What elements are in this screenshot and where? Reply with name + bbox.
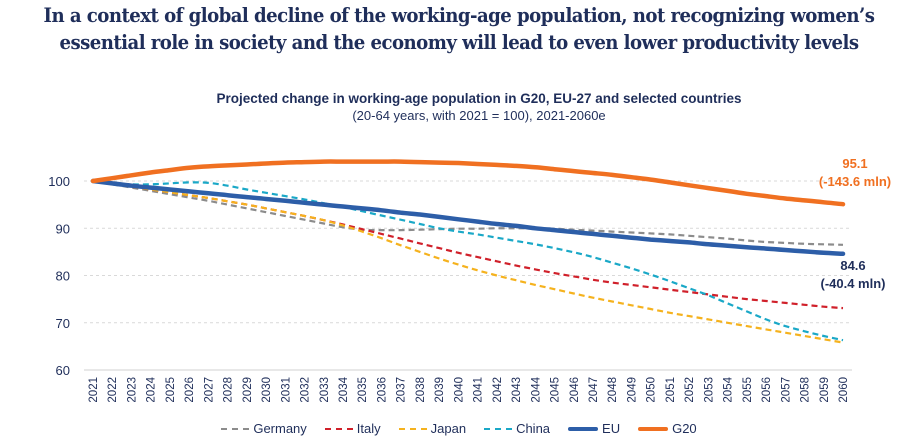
series-line-china bbox=[92, 179, 844, 342]
legend-swatch bbox=[324, 427, 353, 430]
x-tick-label: 2056 bbox=[761, 377, 773, 403]
headline-line-1: In a context of global decline of the wo… bbox=[43, 4, 875, 27]
y-axis-ticks: 60 70 80 90 100 bbox=[48, 174, 70, 378]
x-tick-label: 2037 bbox=[396, 377, 408, 403]
x-tick-label: 2045 bbox=[550, 377, 562, 403]
x-tick-label: 2030 bbox=[261, 377, 273, 403]
x-tick-label: 2058 bbox=[800, 377, 812, 403]
legend-item-germany: Germany bbox=[221, 421, 307, 436]
x-tick-label: 2038 bbox=[415, 377, 427, 403]
x-tick-label: 2034 bbox=[338, 376, 350, 402]
x-tick-label: 2028 bbox=[223, 377, 235, 403]
legend-item-china: China bbox=[484, 421, 550, 436]
x-tick-label: 2039 bbox=[434, 377, 446, 403]
x-tick-label: 2040 bbox=[453, 377, 465, 403]
x-tick-label: 2023 bbox=[126, 377, 138, 403]
legend-swatch bbox=[484, 427, 513, 430]
legend-label: G20 bbox=[672, 421, 697, 436]
series-lines bbox=[90, 159, 846, 344]
legend-item-g20: G20 bbox=[638, 421, 697, 436]
annotation-change-g20: (-143.6 mln) bbox=[819, 174, 891, 189]
annotation-value-eu: 84.6 bbox=[840, 258, 865, 273]
x-tick-label: 2032 bbox=[300, 377, 312, 403]
end-annotations: 95.1 (-143.6 mln) 84.6 (-40.4 mln) bbox=[819, 156, 891, 291]
legend-item-italy: Italy bbox=[324, 421, 381, 436]
chart-title: Projected change in working-age populati… bbox=[216, 91, 742, 106]
x-tick-label: 2049 bbox=[626, 377, 638, 403]
y-tick-label: 60 bbox=[56, 363, 70, 378]
x-tick-label: 2059 bbox=[819, 377, 831, 403]
annotation-value-g20: 95.1 bbox=[842, 156, 867, 171]
x-tick-label: 2048 bbox=[607, 377, 619, 403]
x-axis-ticks: 2021 2022 2023 2024 2025 2026 2027 2028 2029 2030… bbox=[88, 376, 850, 402]
x-tick-label: 2027 bbox=[203, 377, 215, 403]
x-tick-label: 2021 bbox=[88, 377, 100, 403]
legend-item-japan: Japan bbox=[398, 421, 467, 436]
x-tick-label: 2026 bbox=[184, 377, 196, 403]
legend-label: Italy bbox=[356, 421, 381, 436]
x-tick-label: 2050 bbox=[646, 377, 658, 403]
legend: Germany Italy Japan China EU G20 bbox=[0, 421, 918, 436]
annotation-change-eu: (-40.4 mln) bbox=[820, 276, 885, 291]
x-tick-label: 2042 bbox=[492, 377, 504, 403]
x-tick-label: 2057 bbox=[780, 377, 792, 403]
x-tick-label: 2055 bbox=[742, 377, 754, 403]
x-tick-label: 2043 bbox=[511, 377, 523, 403]
headline-line-2: essential role in society and the econom… bbox=[59, 31, 859, 54]
legend-label: Germany bbox=[253, 421, 307, 436]
legend-swatch bbox=[221, 427, 250, 430]
chart-subtitle: (20-64 years, with 2021 = 100), 2021-206… bbox=[352, 108, 606, 123]
x-tick-label: 2041 bbox=[473, 377, 485, 403]
legend-swatch bbox=[398, 427, 427, 430]
legend-item-eu: EU bbox=[568, 421, 620, 436]
legend-swatch bbox=[568, 426, 599, 431]
y-tick-label: 100 bbox=[48, 174, 70, 189]
legend-label: Japan bbox=[430, 421, 467, 436]
series-line-italy bbox=[92, 179, 844, 310]
x-tick-label: 2060 bbox=[838, 377, 850, 403]
x-tick-label: 2054 bbox=[723, 376, 735, 402]
x-tick-label: 2022 bbox=[107, 377, 119, 403]
x-tick-label: 2047 bbox=[588, 377, 600, 403]
legend-label: EU bbox=[602, 421, 621, 436]
legend-label: China bbox=[516, 421, 551, 436]
x-tick-label: 2036 bbox=[376, 377, 388, 403]
headline: In a context of global decline of the wo… bbox=[0, 2, 918, 56]
series-line-eu bbox=[90, 178, 846, 257]
x-tick-label: 2035 bbox=[357, 377, 369, 403]
x-tick-label: 2024 bbox=[146, 376, 158, 402]
y-tick-label: 70 bbox=[56, 316, 70, 331]
y-tick-label: 80 bbox=[56, 269, 70, 284]
y-tick-label: 90 bbox=[56, 221, 70, 236]
x-tick-label: 2044 bbox=[530, 376, 542, 402]
gridlines bbox=[84, 180, 852, 371]
x-tick-label: 2046 bbox=[569, 377, 581, 403]
x-tick-label: 2052 bbox=[684, 377, 696, 403]
x-tick-label: 2031 bbox=[280, 377, 292, 403]
series-line-g20 bbox=[90, 159, 846, 207]
series-line-japan bbox=[92, 179, 844, 344]
legend-swatch bbox=[638, 426, 669, 431]
x-tick-label: 2053 bbox=[703, 377, 715, 403]
x-tick-label: 2051 bbox=[665, 377, 677, 403]
x-tick-label: 2029 bbox=[242, 377, 254, 403]
x-tick-label: 2025 bbox=[165, 377, 177, 403]
x-tick-label: 2033 bbox=[319, 377, 331, 403]
